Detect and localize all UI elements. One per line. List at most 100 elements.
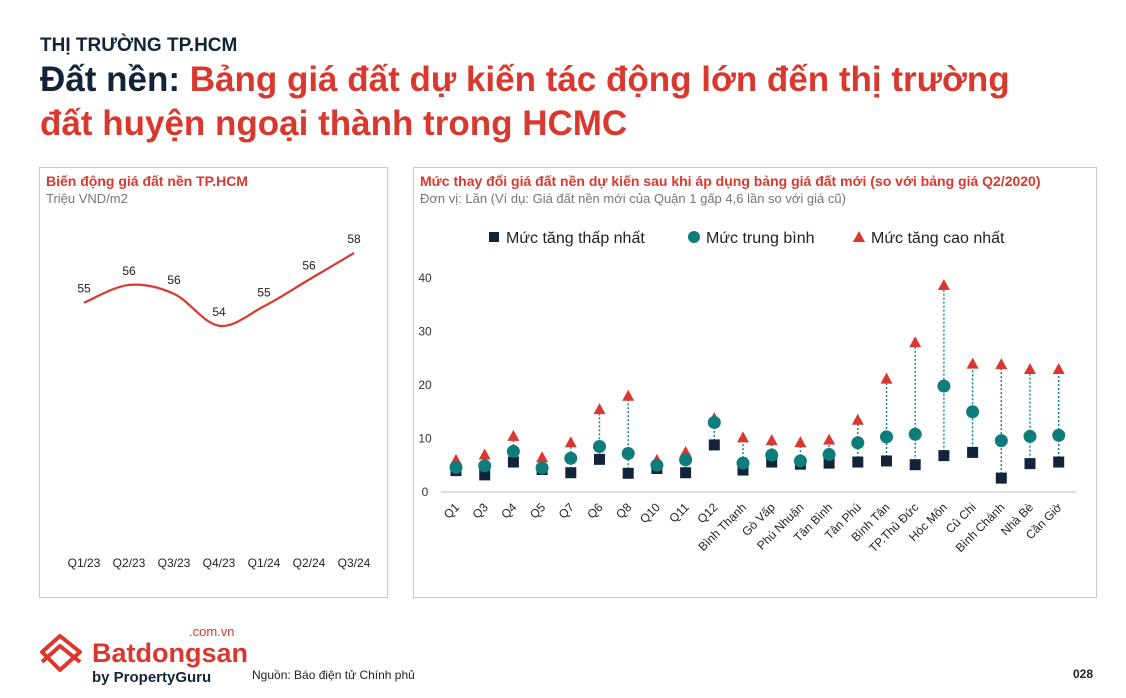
batdongsan-logo: .com.vn Batdongsan by PropertyGuru: [38, 624, 249, 688]
max-marker: [1052, 362, 1065, 374]
min-marker: [995, 472, 1007, 484]
max-marker: [823, 433, 836, 445]
avg-marker: [822, 448, 836, 462]
avg-marker: [765, 448, 779, 462]
section-kicker: THỊ TRƯỜNG TP.HCM: [40, 35, 238, 56]
x-tick-label: Q6: [584, 500, 605, 521]
legend-triangle-icon: [853, 231, 865, 242]
avg-marker: [880, 430, 893, 444]
x-tick-label: Q11: [666, 500, 692, 526]
x-tick-label: Q3/23: [158, 556, 191, 570]
avg-marker: [707, 415, 721, 429]
page-title: Đất nền: Bảng giá đất dự kiến tác động l…: [40, 58, 1040, 146]
max-marker: [880, 372, 893, 384]
max-marker: [507, 429, 520, 441]
price-line: [83, 252, 355, 327]
x-tick-label: Q1/23: [68, 556, 101, 570]
x-tick-label: Q3/24: [338, 556, 371, 570]
data-label: 56: [302, 259, 316, 273]
avg-marker: [564, 451, 578, 465]
y-tick-label: 20: [418, 378, 432, 392]
title-prefix: Đất nền:: [40, 60, 180, 99]
line-chart-panel: Biến động giá đất nền TP.HCM Triệu VND/m…: [39, 167, 388, 598]
logo-domain: .com.vn: [189, 624, 235, 639]
avg-marker: [535, 461, 549, 475]
avg-marker: [621, 446, 635, 460]
legend-circle-icon: [688, 231, 700, 243]
avg-marker: [736, 456, 750, 470]
avg-marker: [478, 459, 492, 473]
avg-marker: [994, 434, 1008, 448]
x-tick-label: Q7: [556, 500, 577, 521]
y-tick-label: 40: [418, 271, 432, 285]
max-marker: [622, 389, 635, 401]
min-marker: [680, 467, 692, 479]
min-marker: [967, 446, 979, 458]
min-marker: [852, 456, 864, 468]
max-marker: [1024, 362, 1036, 374]
max-marker: [536, 451, 549, 463]
legend-label: Mức tăng thấp nhất: [506, 230, 645, 247]
x-tick-label: Q3: [470, 500, 491, 521]
legend-label: Mức trung bình: [706, 230, 815, 247]
scatter-chart: 0 10 20 30 40 Mức tăng thấp nhất Mức trung bìn…: [418, 230, 1076, 555]
logo-wordmark: Batdongsan: [92, 638, 249, 668]
avg-marker: [449, 460, 463, 474]
data-label: 56: [122, 264, 136, 278]
legend-label: Mức tăng cao nhất: [871, 230, 1005, 247]
legend-square-icon: [489, 232, 499, 242]
source-note: Nguồn: Báo điện tử Chính phủ: [252, 668, 415, 682]
avg-marker: [506, 444, 520, 458]
page-number: 028: [1073, 667, 1094, 681]
x-tick-label: Q8: [613, 500, 634, 521]
x-tick-label: Q4/23: [203, 556, 236, 570]
min-marker: [938, 450, 950, 462]
min-marker: [737, 464, 749, 476]
scatter-chart-panel: Mức thay đổi giá đất nền dự kiến sau khi…: [413, 167, 1097, 598]
min-marker: [766, 456, 778, 468]
min-marker: [594, 453, 605, 465]
avg-marker: [966, 405, 980, 419]
house-logo-icon: [40, 634, 82, 672]
scatter-chart-title: Mức thay đổi giá đất nền dự kiến sau khi…: [420, 173, 1041, 189]
min-marker: [909, 459, 921, 471]
max-marker: [966, 357, 979, 369]
avg-marker: [793, 454, 807, 468]
max-marker: [478, 448, 491, 460]
x-tick-label: Q2/24: [293, 556, 326, 570]
y-tick-label: 0: [422, 485, 429, 499]
min-marker: [565, 467, 577, 479]
data-label: 56: [167, 273, 181, 287]
avg-marker: [1052, 428, 1066, 442]
x-tick-label: Q1/24: [248, 556, 281, 570]
line-chart: 55 Q1/23 56 Q2/23 56 Q3/23 54 Q4/23 55 Q1/24 56 Q2/…: [68, 232, 371, 570]
max-marker: [737, 431, 749, 443]
line-chart-title: Biến động giá đất nền TP.HCM: [46, 173, 248, 189]
x-tick-label: Q4: [498, 500, 519, 521]
scatter-chart-subtitle: Đơn vị: Lần (Ví dụ: Giá đất nền mới của …: [420, 191, 846, 206]
max-marker: [909, 336, 922, 348]
min-marker: [1024, 458, 1036, 470]
min-marker: [507, 456, 519, 468]
max-marker: [765, 434, 778, 446]
avg-marker: [593, 440, 606, 454]
logo-byline: by PropertyGuru: [92, 669, 212, 686]
data-label: 58: [347, 232, 361, 246]
y-tick-label: 30: [418, 325, 432, 339]
avg-marker: [1023, 429, 1037, 443]
x-tick-label: Q5: [527, 500, 548, 521]
min-marker: [622, 467, 634, 479]
avg-marker: [679, 453, 693, 467]
max-marker: [679, 445, 692, 457]
max-marker: [564, 436, 577, 448]
avg-marker: [937, 379, 951, 393]
line-chart-unit: Triệu VND/m2: [46, 191, 128, 206]
min-marker: [708, 439, 720, 451]
max-marker: [937, 278, 950, 290]
x-tick-label: Q10: [637, 500, 663, 526]
title-main: Bảng giá đất dự kiến tác động lớn đến th…: [40, 60, 1010, 143]
min-marker: [823, 457, 835, 469]
max-marker: [593, 403, 606, 415]
max-marker: [794, 436, 807, 448]
min-marker: [881, 455, 892, 467]
